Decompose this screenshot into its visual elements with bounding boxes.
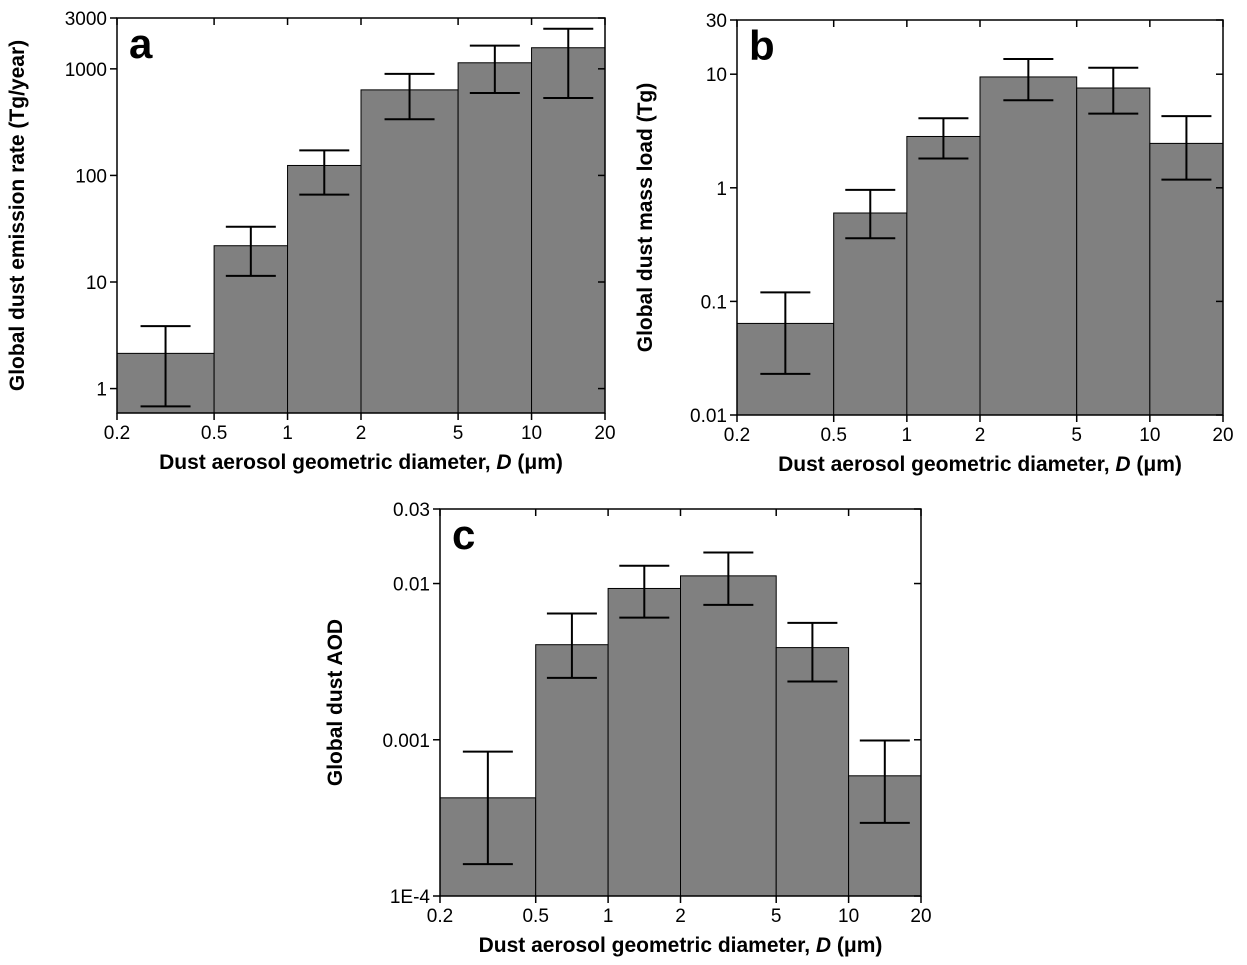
bar <box>833 212 908 416</box>
x-tick-label: 5 <box>453 423 464 444</box>
x-tick-label: 0.5 <box>522 906 548 927</box>
x-tick-label: 2 <box>356 423 367 444</box>
x-axis-label: Dust aerosol geometric diameter, D (μm) <box>479 934 883 957</box>
bar <box>287 164 362 414</box>
panel-label: c <box>452 511 475 558</box>
y-tick-label: 1 <box>716 179 727 200</box>
error-bar <box>299 149 350 196</box>
bar <box>1149 142 1224 416</box>
bar <box>680 575 777 897</box>
error-bar <box>619 564 670 619</box>
x-axis-label-part: Dust aerosol geometric diameter, <box>479 934 816 957</box>
error-bar <box>787 621 838 683</box>
error-bar <box>703 551 754 606</box>
y-axis-label: Global dust emission rate (Tg/year) <box>6 40 29 391</box>
x-tick-label: 2 <box>675 906 686 927</box>
y-tick-label: 1 <box>96 380 107 401</box>
y-axis-label: Global dust mass load (Tg) <box>634 83 657 353</box>
y-tick-label: 0.01 <box>393 575 430 596</box>
y-tick-label: 100 <box>75 166 107 187</box>
x-axis-label-part: D <box>496 451 511 474</box>
panel-label: b <box>749 22 775 69</box>
x-tick-label: 1 <box>282 423 293 444</box>
x-axis-label-part: (μm) <box>1131 453 1182 476</box>
x-tick-label: 20 <box>594 423 615 444</box>
bar <box>535 644 609 897</box>
y-tick-label: 10 <box>706 65 727 86</box>
error-bar <box>845 188 896 240</box>
y-tick-label: 0.03 <box>393 500 430 521</box>
error-bar <box>1161 115 1212 181</box>
bar <box>979 76 1078 416</box>
x-tick-label: 10 <box>1139 425 1160 446</box>
bar <box>457 62 533 414</box>
error-bar <box>859 739 910 824</box>
x-axis-label-part: D <box>816 934 831 957</box>
y-tick-label: 0.01 <box>690 406 727 427</box>
x-tick-label: 5 <box>771 906 782 927</box>
x-axis-label: Dust aerosol geometric diameter, D (μm) <box>778 453 1182 476</box>
panel-label: a <box>129 20 153 67</box>
x-tick-label: 0.5 <box>820 425 846 446</box>
x-tick-label: 1 <box>603 906 614 927</box>
x-tick-label: 0.2 <box>427 906 453 927</box>
y-tick-label: 0.1 <box>701 292 727 313</box>
x-tick-label: 20 <box>910 906 931 927</box>
x-tick-label: 0.2 <box>104 423 130 444</box>
error-bar <box>462 750 513 866</box>
error-bar <box>1088 66 1139 115</box>
x-tick-label: 10 <box>838 906 859 927</box>
error-bar <box>225 225 276 277</box>
x-tick-label: 10 <box>521 423 542 444</box>
bar <box>906 135 981 416</box>
x-tick-label: 5 <box>1071 425 1082 446</box>
x-axis-label-part: Dust aerosol geometric diameter, <box>159 451 496 474</box>
x-axis-label-part: Dust aerosol geometric diameter, <box>778 453 1115 476</box>
error-bar <box>384 72 435 121</box>
y-tick-label: 0.001 <box>382 731 430 752</box>
error-bar <box>546 612 597 679</box>
error-bar <box>469 44 520 94</box>
error-bar <box>918 117 969 160</box>
error-bar <box>543 27 594 100</box>
x-tick-label: 1 <box>902 425 913 446</box>
x-tick-label: 0.5 <box>201 423 227 444</box>
error-bar <box>140 325 191 408</box>
y-tick-label: 1E-4 <box>390 887 431 908</box>
y-tick-label: 30 <box>706 11 727 32</box>
y-axis-label: Global dust AOD <box>324 619 347 786</box>
y-tick-label: 1000 <box>65 60 107 81</box>
bar <box>775 647 850 897</box>
x-tick-label: 20 <box>1212 425 1233 446</box>
x-axis-label-part: (μm) <box>831 934 882 957</box>
x-axis-label-part: (μm) <box>512 451 563 474</box>
x-tick-label: 0.2 <box>724 425 750 446</box>
bar <box>360 89 459 414</box>
bar <box>531 47 606 414</box>
error-bar <box>1003 58 1054 102</box>
y-tick-label: 3000 <box>65 9 107 30</box>
bar <box>1076 87 1151 416</box>
error-bar <box>760 291 811 375</box>
x-axis-label-part: D <box>1115 453 1130 476</box>
x-tick-label: 2 <box>975 425 986 446</box>
bar <box>607 587 682 897</box>
x-axis-label: Dust aerosol geometric diameter, D (μm) <box>159 451 563 474</box>
y-tick-label: 10 <box>86 273 107 294</box>
